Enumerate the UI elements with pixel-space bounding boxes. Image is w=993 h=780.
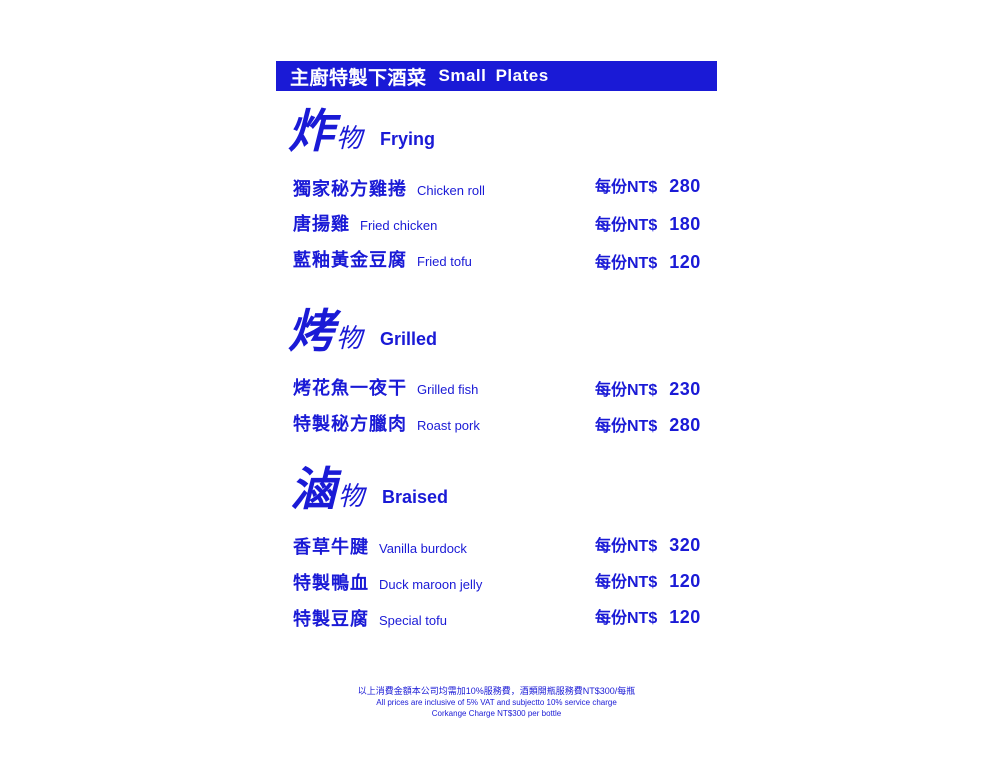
section-big-char: 烤 [288,304,334,358]
item-name-en: Chicken roll [417,183,485,198]
footer-note-zh: 以上消費金額本公司均需加10%服務費，酒類開瓶服務費NT$300/每瓶 [357,686,636,696]
section-title-grilled: 烤 物 Grilled [288,308,437,354]
section-small-char: 物 [336,124,363,154]
item-price: 每份NT$ 120 [595,568,701,592]
item-name-en: Roast pork [417,418,480,433]
section-title-en: Frying [380,129,436,149]
price-prefix: 每份NT$ [595,255,658,272]
menu-item: 烤花魚一夜干 Grilled fish [293,374,478,400]
section-big-char: 炸 [288,104,334,158]
section-title-en: Braised [382,487,449,507]
menu-item: 特製鴨血 Duck maroon jelly [293,569,482,595]
price-amount: 120 [669,252,701,272]
section-title-en: Grilled [380,329,438,349]
price-amount: 280 [669,415,701,435]
price-prefix: 每份NT$ [595,574,658,591]
item-price: 每份NT$ 280 [595,412,701,436]
item-name-zh: 特製豆腐 [293,609,369,629]
item-name-en: Grilled fish [417,382,479,397]
menu-item: 唐揚雞 Fried chicken [293,210,437,236]
section-title-frying: 炸 物 Frying [288,108,435,154]
item-name-en: Special tofu [379,613,447,628]
price-prefix: 每份NT$ [595,418,658,435]
item-price: 每份NT$ 180 [595,211,701,235]
price-amount: 120 [669,571,701,591]
menu-item: 特製豆腐 Special tofu [293,605,447,631]
footer-note-vat: All prices are inclusive of 5% VAT and s… [376,698,617,707]
price-amount: 120 [669,607,701,627]
item-name-en: Fried chicken [360,218,438,233]
item-name-en: Duck maroon jelly [379,577,483,592]
item-name-zh: 烤花魚一夜干 [293,378,407,398]
price-amount: 280 [669,176,701,196]
menu-item: 特製秘方臘肉 Roast pork [293,410,480,436]
item-name-zh: 藍釉黃金豆腐 [293,250,407,270]
menu-title-en: Small Plates [438,66,549,85]
section-small-char: 物 [336,324,363,354]
item-name-en: Vanilla burdock [379,541,467,556]
menu-item: 獨家秘方雞捲 Chicken roll [293,175,485,201]
price-prefix: 每份NT$ [595,610,658,627]
section-big-char: 滷 [290,462,336,516]
price-prefix: 每份NT$ [595,382,658,399]
item-price: 每份NT$ 320 [595,532,701,556]
item-name-zh: 特製鴨血 [293,573,369,593]
footer-note-corkage: Corkange Charge NT$300 per bottle [431,709,562,718]
price-prefix: 每份NT$ [595,179,658,196]
price-prefix: 每份NT$ [595,217,658,234]
menu-item: 香草牛腱 Vanilla burdock [293,533,467,559]
item-name-zh: 香草牛腱 [293,537,369,557]
footer-notes: 以上消費金額本公司均需加10%服務費，酒類開瓶服務費NT$300/每瓶 All … [276,686,717,719]
price-amount: 180 [669,214,701,234]
item-name-zh: 獨家秘方雞捲 [293,179,407,199]
price-amount: 320 [669,535,701,555]
item-price: 每份NT$ 280 [595,173,701,197]
menu-title-zh: 主廚特製下酒菜 [290,67,427,89]
item-price: 每份NT$ 120 [595,604,701,628]
price-amount: 230 [669,379,701,399]
item-name-zh: 唐揚雞 [293,214,350,234]
item-price: 每份NT$ 120 [595,249,701,273]
price-prefix: 每份NT$ [595,538,658,555]
section-small-char: 物 [338,482,365,512]
menu-header-bar: 主廚特製下酒菜 Small Plates [276,61,717,91]
menu-item: 藍釉黃金豆腐 Fried tofu [293,246,472,272]
section-title-braised: 滷 物 Braised [290,466,448,512]
item-price: 每份NT$ 230 [595,376,701,400]
item-name-en: Fried tofu [417,254,472,269]
item-name-zh: 特製秘方臘肉 [293,414,407,434]
